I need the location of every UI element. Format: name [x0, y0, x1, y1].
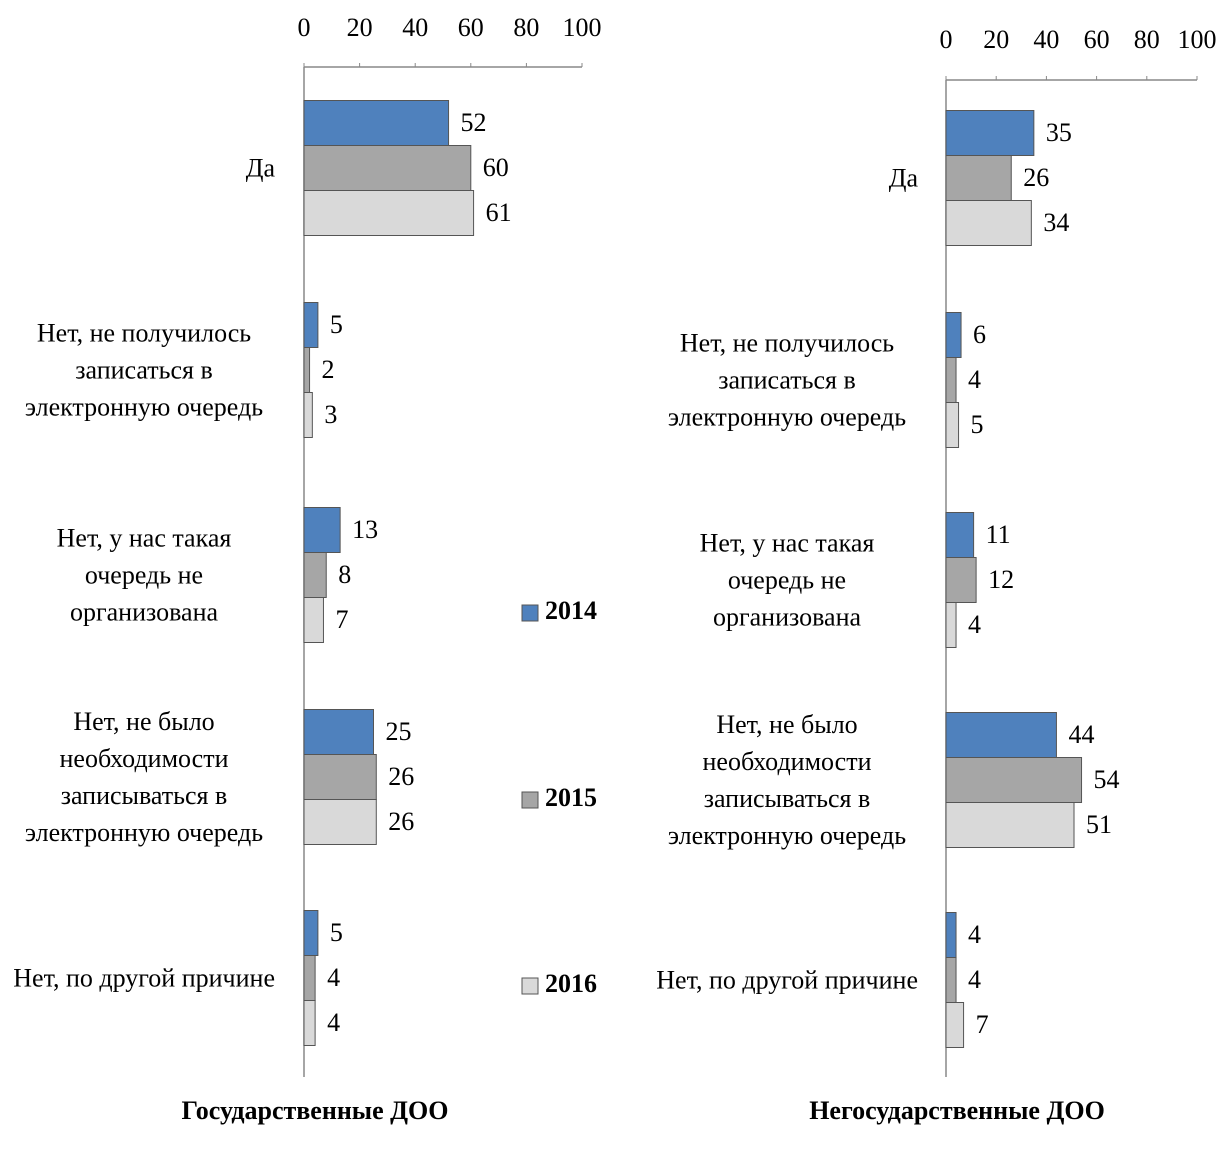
bar: [303, 302, 319, 348]
bar: [945, 155, 1012, 201]
category-label: Нет, не получилось записаться в электрон…: [24, 318, 264, 422]
x-tick-label: 0: [298, 13, 311, 42]
bar: [303, 145, 472, 191]
value-label: 5: [330, 918, 343, 947]
bar: [945, 712, 1057, 758]
bar: [945, 557, 977, 603]
bar: [945, 1002, 965, 1048]
legend-swatch: [521, 791, 539, 809]
bar: [945, 357, 957, 403]
legend-label: 2014: [545, 596, 597, 625]
value-label: 4: [327, 963, 340, 992]
bar: [303, 597, 324, 643]
bar: [303, 955, 316, 1001]
bar: [945, 912, 957, 958]
value-label: 4: [968, 965, 981, 994]
legend-swatch: [521, 977, 539, 995]
x-tick-label: 60: [458, 13, 484, 42]
category-label: Нет, у нас такая очередь не организована: [699, 528, 875, 632]
value-label: 12: [988, 565, 1014, 594]
x-tick-label: 20: [983, 25, 1009, 54]
x-tick-label: 40: [1033, 25, 1059, 54]
value-label: 7: [976, 1010, 989, 1039]
value-label: 4: [968, 610, 981, 639]
category-label: Нет, по другой причине: [13, 963, 275, 993]
bar: [945, 512, 975, 558]
bar: [303, 910, 319, 956]
value-label: 51: [1086, 810, 1112, 839]
value-label: 8: [338, 560, 351, 589]
legend-swatch: [521, 604, 539, 622]
value-label: 54: [1094, 765, 1120, 794]
value-label: 25: [386, 717, 412, 746]
bar: [945, 110, 1035, 156]
bar: [945, 312, 962, 358]
value-label: 6: [973, 320, 986, 349]
value-label: 35: [1046, 118, 1072, 147]
bar: [945, 757, 1083, 803]
value-label: 13: [352, 515, 378, 544]
bar: [303, 1000, 316, 1046]
chart-title: Государственные ДОО: [182, 1096, 449, 1125]
bar: [945, 602, 957, 648]
x-tick-label: 40: [402, 13, 428, 42]
x-tick-label: 0: [940, 25, 953, 54]
bar: [945, 802, 1075, 848]
bar: [303, 190, 475, 236]
value-label: 26: [388, 762, 414, 791]
value-label: 44: [1068, 720, 1094, 749]
x-tick-label: 100: [563, 13, 602, 42]
bar: [303, 709, 374, 755]
value-label: 26: [1023, 163, 1049, 192]
category-label: Да: [888, 163, 918, 193]
x-tick-label: 100: [1178, 25, 1217, 54]
category-label: Нет, не было необходимости записываться …: [24, 707, 264, 847]
category-label: Нет, не получилось записаться в электрон…: [667, 328, 907, 432]
value-label: 2: [322, 355, 335, 384]
bar: [303, 347, 311, 393]
x-tick-label: 80: [1134, 25, 1160, 54]
value-label: 52: [461, 108, 487, 137]
bar: [945, 402, 960, 448]
value-label: 26: [388, 807, 414, 836]
value-label: 11: [986, 520, 1011, 549]
value-label: 5: [971, 410, 984, 439]
value-label: 4: [327, 1008, 340, 1037]
bar: [303, 392, 313, 438]
bar: [303, 507, 341, 553]
bar: [303, 100, 450, 146]
category-label: Да: [245, 153, 275, 183]
bar: [945, 957, 957, 1003]
bar: [303, 799, 377, 845]
bar: [303, 754, 377, 800]
chart-title: Негосударственные ДОО: [809, 1096, 1105, 1125]
x-tick-label: 80: [513, 13, 539, 42]
value-label: 4: [968, 920, 981, 949]
value-label: 34: [1043, 208, 1069, 237]
value-label: 5: [330, 310, 343, 339]
category-label: Нет, у нас такая очередь не организована: [56, 523, 232, 627]
bar: [303, 552, 327, 598]
value-label: 3: [324, 400, 337, 429]
x-tick-label: 20: [347, 13, 373, 42]
bar: [945, 200, 1032, 246]
value-label: 61: [486, 198, 512, 227]
legend-label: 2015: [545, 783, 597, 812]
value-label: 60: [483, 153, 509, 182]
category-label: Нет, по другой причине: [656, 965, 918, 995]
value-label: 4: [968, 365, 981, 394]
value-label: 7: [335, 605, 348, 634]
category-label: Нет, не было необходимости записываться …: [667, 710, 907, 850]
x-tick-label: 60: [1084, 25, 1110, 54]
legend-label: 2016: [545, 969, 597, 998]
